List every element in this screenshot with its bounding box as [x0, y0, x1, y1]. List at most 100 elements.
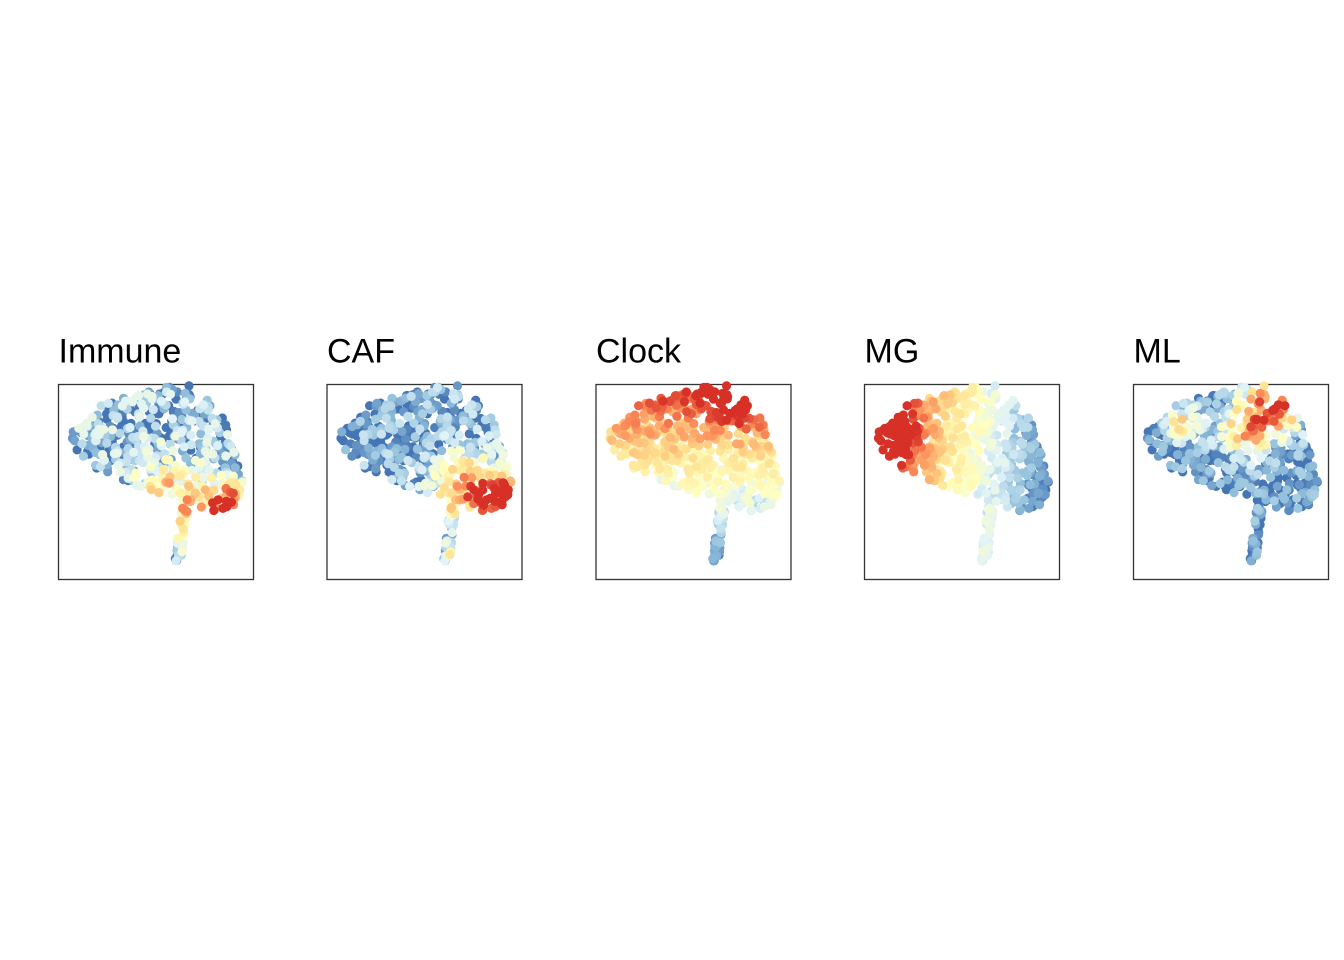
cell-point: [1240, 431, 1250, 441]
cell-point: [1259, 415, 1269, 425]
cell-point: [759, 502, 769, 512]
cell-point: [1204, 466, 1214, 476]
panel-immune: Immune: [57, 333, 255, 581]
cell-point: [178, 503, 188, 513]
cell-point: [730, 405, 740, 415]
cell-point: [1247, 387, 1257, 397]
cell-point: [1312, 476, 1322, 486]
cell-point: [760, 489, 770, 499]
cell-point: [146, 462, 156, 472]
cell-point: [112, 448, 122, 458]
cell-point: [419, 481, 429, 491]
cell-point: [755, 480, 765, 490]
cell-point: [230, 463, 240, 473]
cell-point: [909, 398, 920, 408]
cell-point: [960, 399, 970, 410]
cell-point: [1002, 429, 1012, 439]
cell-point: [754, 422, 765, 432]
cell-point: [932, 468, 942, 478]
cell-point: [628, 448, 639, 458]
cell-point: [113, 460, 123, 470]
cell-point: [669, 444, 679, 454]
cell-point: [1280, 401, 1290, 411]
cell-point: [439, 431, 450, 441]
cell-point: [1177, 464, 1187, 474]
cell-point: [99, 424, 109, 434]
cell-point: [351, 440, 362, 450]
cell-point: [487, 449, 497, 459]
cell-point: [738, 447, 748, 457]
cell-point: [924, 475, 935, 485]
cell-point: [112, 412, 122, 422]
cell-point: [400, 444, 410, 454]
cell-point: [186, 430, 196, 440]
cell-point: [931, 404, 941, 414]
cell-point: [897, 460, 907, 470]
cell-point: [174, 471, 184, 481]
cell-point: [980, 421, 990, 431]
cell-point: [991, 496, 1001, 507]
cell-point: [229, 447, 239, 457]
cell-point: [884, 451, 895, 461]
cell-point: [1144, 435, 1154, 445]
cell-point: [381, 413, 391, 423]
cell-point: [1192, 421, 1202, 431]
cell-point: [115, 428, 125, 438]
cell-point: [196, 502, 206, 512]
cell-point: [651, 403, 661, 413]
cell-point: [485, 470, 495, 480]
cell-point: [715, 495, 725, 505]
cell-point: [772, 490, 782, 500]
cell-point: [960, 431, 970, 441]
cell-point: [1246, 394, 1256, 404]
cell-point: [955, 409, 965, 419]
cell-point: [960, 488, 970, 498]
cell-point: [919, 413, 929, 423]
cell-point: [728, 472, 738, 482]
cell-point: [663, 464, 673, 474]
cell-point: [630, 410, 640, 420]
cell-point: [1294, 480, 1304, 490]
cell-point: [87, 412, 97, 422]
cell-point: [396, 476, 407, 486]
cell-point: [615, 439, 625, 449]
cell-point: [464, 458, 474, 468]
cell-point: [650, 448, 660, 458]
cell-point: [448, 464, 458, 474]
cell-point: [213, 441, 223, 451]
cell-point: [129, 447, 139, 457]
cell-point: [427, 481, 437, 491]
cell-point: [704, 489, 715, 499]
cell-point: [909, 467, 919, 477]
cell-point: [1211, 399, 1222, 409]
cell-point: [452, 381, 463, 391]
cell-point: [733, 429, 743, 439]
cell-point: [1180, 456, 1191, 466]
cell-point: [422, 488, 433, 498]
cell-point: [639, 409, 649, 419]
cell-point: [767, 478, 777, 488]
cell-point: [1253, 503, 1263, 513]
cell-point: [878, 445, 888, 455]
cell-point: [990, 381, 1000, 391]
cell-point: [985, 464, 995, 474]
cell-point: [491, 438, 501, 448]
cell-point: [467, 473, 477, 483]
cell-point: [1026, 444, 1036, 454]
cell-point: [202, 437, 212, 447]
cell-point: [1222, 475, 1233, 485]
cell-point: [1293, 503, 1303, 513]
cell-point: [184, 381, 194, 391]
cell-point: [1246, 556, 1256, 566]
cell-point: [715, 538, 726, 548]
cell-point: [1010, 494, 1021, 504]
cell-point: [1252, 414, 1262, 425]
cell-point: [634, 401, 644, 411]
cell-point: [442, 412, 452, 422]
cell-point: [883, 439, 893, 449]
cell-point: [1270, 449, 1280, 459]
cell-point: [450, 405, 460, 415]
cell-point: [1206, 435, 1216, 445]
cell-point: [359, 460, 369, 470]
cell-point: [1292, 422, 1302, 432]
